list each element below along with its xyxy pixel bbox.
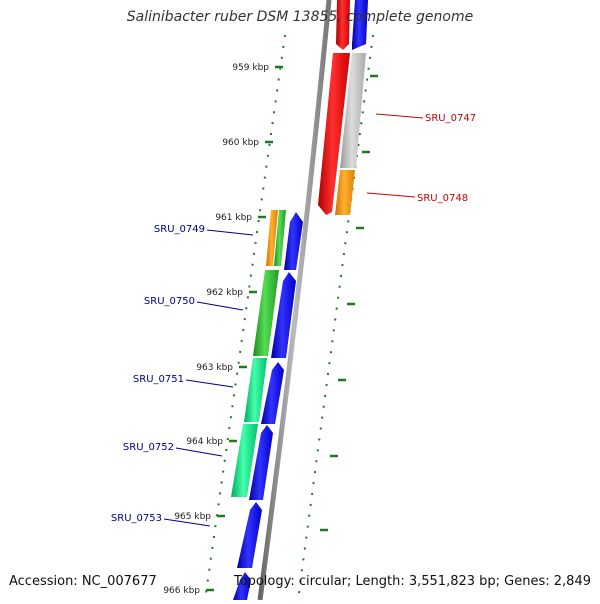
gene-label[interactable]: SRU_0753 [111,513,162,524]
cds-green-2 [253,270,279,356]
gene-label[interactable]: SRU_0751 [133,374,184,385]
genome-backbone [257,0,332,601]
cds-orange-right [335,170,355,215]
accession-text: Accession: NC_007677 [9,574,157,589]
gene-label[interactable]: SRU_0748 [417,193,468,204]
gene-leader-line [185,379,234,388]
cds-blue-3 [261,362,284,424]
gene-label-group: SRU_0747 SRU_0748 SRU_0749 SRU_0750 SRU_0751… [111,113,476,527]
gene-label[interactable]: SRU_0752 [123,442,174,453]
gene-label[interactable]: SRU_0747 [425,113,476,124]
tick-ring-right [297,34,374,601]
gene-leader-line [375,113,424,119]
tick-label: 960 kbp [222,138,259,148]
tick-group: 959 kbp 960 kbp 961 kbp 962 kbp 963 kbp 964 k… [163,63,378,596]
tick-label: 962 kbp [206,288,243,298]
cds-mint-2 [231,424,258,497]
cds-orange-left [266,210,278,266]
cds-blue-1 [284,212,303,270]
cds-blue-top [352,0,368,50]
gene-leader-line [206,229,254,236]
tick-label: 966 kbp [163,586,200,596]
genome-summary: Topology: circular; Length: 3,551,823 bp… [233,574,591,589]
gene-leader-line [175,447,223,457]
gene-label[interactable]: SRU_0749 [154,224,205,235]
cds-grey [340,53,366,168]
cds-green-small [274,210,286,266]
gene-leader-line [196,301,244,311]
tick-label: 961 kbp [215,213,252,223]
tick-label: 965 kbp [174,512,211,522]
tick-label: 964 kbp [186,437,223,447]
tick-label: 963 kbp [196,363,233,373]
cds-blue-6 [233,572,251,600]
tick-label: 959 kbp [232,63,269,73]
cds-blue-4 [249,425,273,500]
gene-label[interactable]: SRU_0750 [144,296,195,307]
cds-mint-1 [244,358,267,422]
cds-blue-5 [237,502,262,568]
gene-leader-line [163,518,211,527]
cds-red-top [336,0,350,50]
cds-blue-2 [271,272,296,358]
cds-red-long [318,53,350,215]
genome-title: Salinibacter ruber DSM 13855, complete g… [126,9,474,25]
gene-leader-line [366,192,416,198]
